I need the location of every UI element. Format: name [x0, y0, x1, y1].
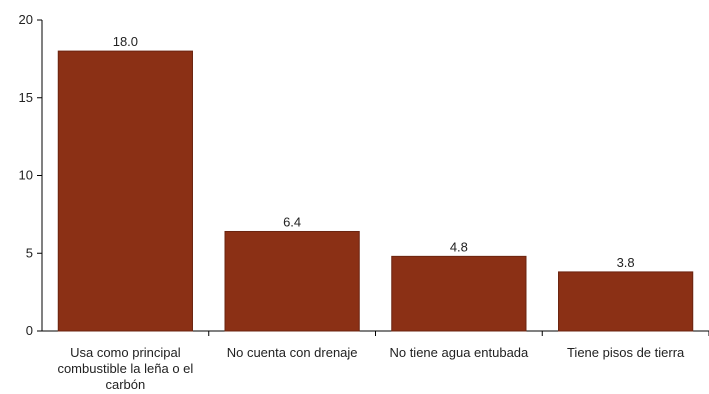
x-tick-label: No tiene agua entubada [389, 345, 529, 360]
bar [558, 271, 694, 332]
x-axis [42, 330, 709, 336]
x-tick-label: No cuenta con drenaje [227, 345, 358, 360]
x-tick-label: Usa como principal combustible la leña o … [57, 345, 193, 392]
bar [391, 255, 527, 332]
y-tick-label: 10 [19, 168, 33, 183]
y-tick-label: 5 [26, 245, 33, 260]
bars [57, 50, 694, 332]
data-label: 18.0 [113, 34, 138, 49]
bar [224, 230, 360, 332]
y-tick-label: 0 [26, 323, 33, 338]
bar [57, 50, 193, 332]
data-label: 3.8 [617, 255, 635, 270]
y-tick-label: 15 [19, 90, 33, 105]
data-label: 6.4 [283, 214, 301, 229]
x-tick-label: Tiene pisos de tierra [567, 345, 685, 360]
data-label: 4.8 [450, 239, 468, 254]
y-axis: 0 5 10 15 20 [19, 12, 43, 338]
y-tick-label: 20 [19, 12, 33, 27]
category-labels: Usa como principal combustible la leña o … [57, 345, 685, 392]
value-labels: 18.0 6.4 4.8 3.8 [113, 34, 635, 270]
